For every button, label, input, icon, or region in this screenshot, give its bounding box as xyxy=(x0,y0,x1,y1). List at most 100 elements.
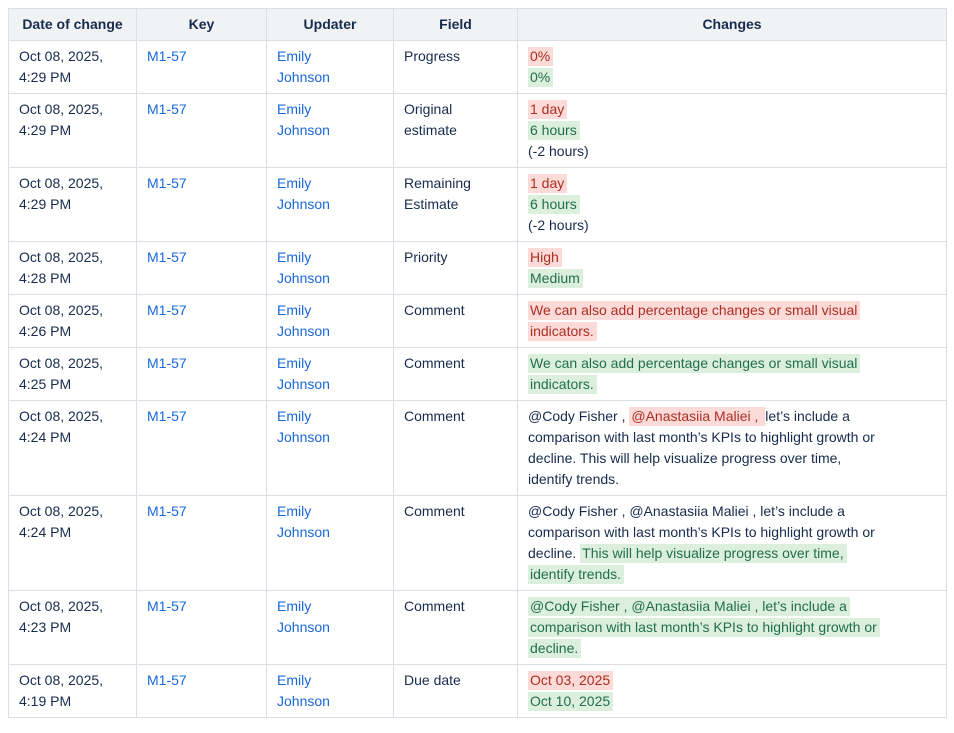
history-table-body: Oct 08, 2025, 4:29 PM M1-57 Emily Johnso… xyxy=(8,40,947,718)
change-line: (-2 hours) xyxy=(528,141,884,162)
change-line: We can also add percentage changes or sm… xyxy=(528,300,884,342)
key-cell: M1-57 xyxy=(136,495,267,591)
table-row: Oct 08, 2025, 4:28 PM M1-57 Emily Johnso… xyxy=(8,241,947,295)
updater-cell: Emily Johnson xyxy=(266,495,394,591)
updater-cell: Emily Johnson xyxy=(266,400,394,496)
field-cell: Due date xyxy=(393,664,518,718)
added-value: 0% xyxy=(528,68,554,87)
field-cell: Comment xyxy=(393,495,518,591)
change-line: @Cody Fisher , @Anastasiia Maliei , let’… xyxy=(528,596,884,659)
updater-link[interactable]: Emily Johnson xyxy=(277,101,330,138)
change-line: 6 hours xyxy=(528,120,884,141)
issue-history-table: Date of change Key Updater Field Changes… xyxy=(8,8,947,718)
key-cell: M1-57 xyxy=(136,347,267,401)
updater-link[interactable]: Emily Johnson xyxy=(277,302,330,339)
issue-key-link[interactable]: M1-57 xyxy=(147,408,187,424)
date-cell: Oct 08, 2025, 4:24 PM xyxy=(8,495,137,591)
issue-key-link[interactable]: M1-57 xyxy=(147,598,187,614)
added-value: We can also add percentage changes or sm… xyxy=(528,354,861,394)
table-row: Oct 08, 2025, 4:24 PM M1-57 Emily Johnso… xyxy=(8,495,947,591)
table-row: Oct 08, 2025, 4:29 PM M1-57 Emily Johnso… xyxy=(8,40,947,94)
key-cell: M1-57 xyxy=(136,590,267,665)
removed-value: Oct 03, 2025 xyxy=(528,671,614,690)
unchanged-text: (-2 hours) xyxy=(528,217,589,233)
updater-cell: Emily Johnson xyxy=(266,664,394,718)
updater-link[interactable]: Emily Johnson xyxy=(277,503,330,540)
table-row: Oct 08, 2025, 4:25 PM M1-57 Emily Johnso… xyxy=(8,347,947,401)
date-cell: Oct 08, 2025, 4:25 PM xyxy=(8,347,137,401)
change-line: High xyxy=(528,247,884,268)
unchanged-text: @Cody Fisher , xyxy=(528,408,630,424)
field-cell: Remaining Estimate xyxy=(393,167,518,242)
date-cell: Oct 08, 2025, 4:29 PM xyxy=(8,93,137,168)
updater-cell: Emily Johnson xyxy=(266,167,394,242)
updater-cell: Emily Johnson xyxy=(266,294,394,348)
table-row: Oct 08, 2025, 4:26 PM M1-57 Emily Johnso… xyxy=(8,294,947,348)
changes-cell: We can also add percentage changes or sm… xyxy=(517,347,947,401)
column-header-updater: Updater xyxy=(266,8,394,41)
field-cell: Comment xyxy=(393,347,518,401)
column-header-key: Key xyxy=(136,8,267,41)
removed-value: 1 day xyxy=(528,174,568,193)
field-cell: Comment xyxy=(393,400,518,496)
key-cell: M1-57 xyxy=(136,167,267,242)
date-cell: Oct 08, 2025, 4:26 PM xyxy=(8,294,137,348)
updater-link[interactable]: Emily Johnson xyxy=(277,408,330,445)
issue-key-link[interactable]: M1-57 xyxy=(147,355,187,371)
updater-link[interactable]: Emily Johnson xyxy=(277,48,330,85)
issue-key-link[interactable]: M1-57 xyxy=(147,672,187,688)
key-cell: M1-57 xyxy=(136,241,267,295)
added-value: 6 hours xyxy=(528,195,580,214)
changes-cell: @Cody Fisher , @Anastasiia Maliei , let’… xyxy=(517,590,947,665)
issue-key-link[interactable]: M1-57 xyxy=(147,175,187,191)
field-cell: Comment xyxy=(393,294,518,348)
added-value: Oct 10, 2025 xyxy=(528,692,614,711)
key-cell: M1-57 xyxy=(136,400,267,496)
unchanged-text: @Cody Fisher , @Anastasiia Maliei , let’… xyxy=(528,503,875,561)
updater-cell: Emily Johnson xyxy=(266,590,394,665)
updater-cell: Emily Johnson xyxy=(266,347,394,401)
unchanged-text: let’s include a comparison with last mon… xyxy=(528,408,875,487)
column-header-date-of-change: Date of change xyxy=(8,8,137,41)
added-value: @Cody Fisher , @Anastasiia Maliei , let’… xyxy=(528,597,880,658)
table-row: Oct 08, 2025, 4:24 PM M1-57 Emily Johnso… xyxy=(8,400,947,496)
removed-value: 1 day xyxy=(528,100,568,119)
field-cell: Comment xyxy=(393,590,518,665)
updater-link[interactable]: Emily Johnson xyxy=(277,672,330,709)
issue-key-link[interactable]: M1-57 xyxy=(147,101,187,117)
change-line: 6 hours xyxy=(528,194,884,215)
removed-value: @Anastasiia Maliei , xyxy=(629,407,766,426)
issue-key-link[interactable]: M1-57 xyxy=(147,48,187,64)
key-cell: M1-57 xyxy=(136,93,267,168)
updater-link[interactable]: Emily Johnson xyxy=(277,175,330,212)
issue-key-link[interactable]: M1-57 xyxy=(147,503,187,519)
unchanged-text: (-2 hours) xyxy=(528,143,589,159)
changes-cell: We can also add percentage changes or sm… xyxy=(517,294,947,348)
updater-cell: Emily Johnson xyxy=(266,93,394,168)
change-line: 0% xyxy=(528,67,884,88)
change-line: 0% xyxy=(528,46,884,67)
updater-link[interactable]: Emily Johnson xyxy=(277,598,330,635)
updater-link[interactable]: Emily Johnson xyxy=(277,249,330,286)
changes-cell: 0% 0% xyxy=(517,40,947,94)
added-value: Medium xyxy=(528,269,583,288)
change-line: We can also add percentage changes or sm… xyxy=(528,353,884,395)
changes-cell: @Cody Fisher , @Anastasiia Maliei , let’… xyxy=(517,400,947,496)
change-line: Medium xyxy=(528,268,884,289)
table-row: Oct 08, 2025, 4:19 PM M1-57 Emily Johnso… xyxy=(8,664,947,718)
issue-key-link[interactable]: M1-57 xyxy=(147,249,187,265)
change-line: Oct 10, 2025 xyxy=(528,691,884,712)
change-line: @Cody Fisher , @Anastasiia Maliei , let’… xyxy=(528,406,884,490)
changes-cell: @Cody Fisher , @Anastasiia Maliei , let’… xyxy=(517,495,947,591)
removed-value: High xyxy=(528,248,562,267)
table-row: Oct 08, 2025, 4:23 PM M1-57 Emily Johnso… xyxy=(8,590,947,665)
column-header-changes: Changes xyxy=(517,8,947,41)
change-line: @Cody Fisher , @Anastasiia Maliei , let’… xyxy=(528,501,884,585)
date-cell: Oct 08, 2025, 4:24 PM xyxy=(8,400,137,496)
issue-key-link[interactable]: M1-57 xyxy=(147,302,187,318)
updater-link[interactable]: Emily Johnson xyxy=(277,355,330,392)
updater-cell: Emily Johnson xyxy=(266,241,394,295)
change-line: (-2 hours) xyxy=(528,215,884,236)
date-cell: Oct 08, 2025, 4:19 PM xyxy=(8,664,137,718)
